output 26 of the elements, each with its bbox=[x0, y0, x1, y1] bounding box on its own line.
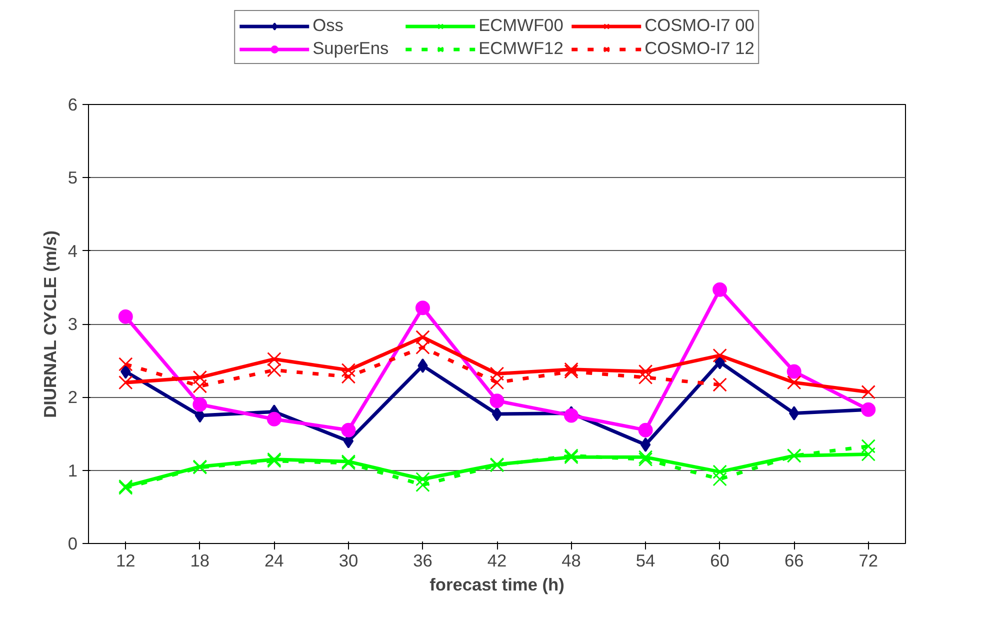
x-tick-label: 36 bbox=[413, 550, 432, 570]
x-tick-label: 60 bbox=[710, 550, 730, 570]
legend-label: Oss bbox=[312, 15, 344, 36]
x-tick-label: 12 bbox=[116, 550, 136, 570]
y-tick-label: 1 bbox=[68, 460, 78, 480]
x-tick-label: 18 bbox=[190, 550, 210, 570]
legend-label: COSMO-I7 00 bbox=[644, 15, 754, 36]
x-tick-label: 72 bbox=[858, 550, 878, 570]
y-tick-label: 5 bbox=[68, 168, 78, 188]
y-tick-label: 2 bbox=[68, 387, 78, 408]
legend-label: COSMO-I7 12 bbox=[644, 38, 754, 59]
x-tick-label: 30 bbox=[338, 550, 358, 570]
x-tick-label: 24 bbox=[264, 550, 284, 570]
y-tick-label: 3 bbox=[68, 314, 78, 334]
x-tick-label: 42 bbox=[487, 550, 507, 570]
y-axis-title: DIURNAL CYCLE (m/s) bbox=[40, 230, 60, 418]
y-tick-label: 6 bbox=[68, 94, 78, 114]
legend-label: ECMWF12 bbox=[478, 38, 564, 59]
y-tick-label: 4 bbox=[68, 240, 78, 261]
x-tick-label: 66 bbox=[784, 550, 804, 570]
legend-label: ECMWF00 bbox=[478, 15, 564, 36]
legend-label: SuperEns bbox=[312, 38, 390, 59]
x-axis-title: forecast time (h) bbox=[430, 574, 564, 594]
x-tick-label: 54 bbox=[636, 550, 656, 570]
x-tick-label: 48 bbox=[562, 550, 581, 570]
y-tick-label: 0 bbox=[68, 534, 78, 554]
